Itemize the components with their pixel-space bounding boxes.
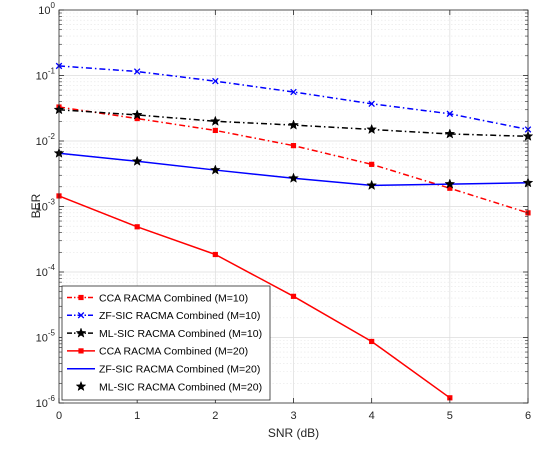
y-tick-label: 10-3 [36,198,56,214]
legend-item: CCA RACMA Combined (M=10) [67,292,248,304]
x-tick-label: 1 [134,410,140,422]
star-marker [209,115,221,126]
legend-label: ML-SIC RACMA Combined (M=10) [99,328,262,340]
star-marker [288,119,299,130]
legend-box [61,285,271,401]
star-marker [75,380,87,392]
star-marker [366,179,378,191]
y-tick-label: 100 [38,1,55,17]
x-tick-label: 5 [447,410,453,422]
axis-ticks [58,9,529,404]
x-tick-label: 6 [525,410,531,422]
y-tick-label: 10-1 [36,67,56,83]
x-tick-label: 3 [290,410,296,422]
x-tick-label: 4 [369,410,375,422]
square-marker [290,143,297,149]
legend: CCA RACMA Combined (M=10) ZF-SIC RACMA Co… [61,285,271,401]
star-marker [209,164,221,175]
star-marker [366,123,378,135]
x-marker [368,100,375,108]
square-marker [78,294,84,301]
legend-item: ZF-SIC RACMA Combined (M=10) [67,310,260,322]
star-marker [131,109,143,120]
square-marker [290,293,297,299]
legend-label: ML-SIC RACMA Combined (M=20) [99,381,262,393]
x-marker [77,312,85,319]
legend-item: ZF-SIC RACMA Combined (M=20) [67,364,260,376]
legend-item: ML-SIC RACMA Combined (M=20) [75,380,262,393]
series-layer [53,62,534,401]
x-marker [446,110,454,118]
square-marker [78,348,84,354]
x-marker [133,68,141,75]
y-axis-label: BER [29,193,43,218]
legend-label: ZF-SIC RACMA Combined (M=10) [99,310,260,322]
legend-label: CCA RACMA Combined (M=20) [99,346,248,358]
star-marker [131,155,143,166]
star-marker [75,327,87,338]
legend-label: ZF-SIC RACMA Combined (M=20) [99,364,260,376]
x-axis-label: SNR (dB) [268,426,319,440]
y-tick-label: 10-4 [36,263,56,279]
y-tick-label: 10-5 [36,329,56,345]
y-tick-label: 10-2 [36,132,56,148]
x-marker [290,88,297,96]
star-marker [444,128,456,139]
x-tick-labels: 0 1 2 3 4 5 6 [56,410,531,422]
y-tick-labels: 10-6 10-5 10-4 10-3 10-2 10-1 100 [36,1,56,410]
x-tick-label: 2 [212,410,218,422]
y-tick-label: 10-6 [36,394,56,410]
star-marker [444,178,456,189]
x-tick-label: 0 [56,410,62,422]
star-marker [288,172,299,183]
square-marker [212,251,218,258]
x-marker [212,77,219,85]
square-marker [134,224,140,230]
legend-item: CCA RACMA Combined (M=20) [67,346,248,358]
square-marker [369,161,375,167]
square-marker [369,338,375,345]
legend-items: CCA RACMA Combined (M=10) ZF-SIC RACMA Co… [67,292,262,393]
square-marker [212,127,218,134]
series-line [58,195,451,399]
legend-item: ML-SIC RACMA Combined (M=10) [67,327,262,340]
legend-label: CCA RACMA Combined (M=10) [99,292,248,304]
